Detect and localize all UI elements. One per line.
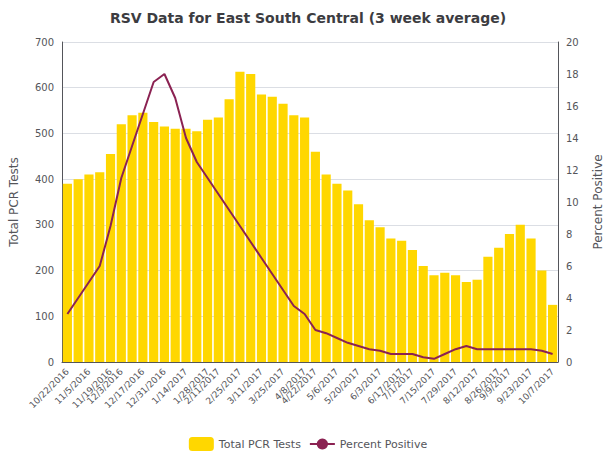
svg-text:2/11/2017: 2/11/2017 (182, 366, 222, 407)
svg-text:200: 200 (35, 265, 54, 276)
svg-text:3/11/2017: 3/11/2017 (225, 366, 265, 407)
svg-text:14: 14 (566, 133, 579, 144)
svg-text:700: 700 (35, 37, 54, 48)
svg-text:6: 6 (566, 261, 572, 272)
svg-text:500: 500 (35, 128, 54, 139)
svg-text:300: 300 (35, 219, 54, 230)
svg-text:Total PCR Tests: Total PCR Tests (218, 438, 301, 451)
svg-text:Percent Positive: Percent Positive (340, 438, 428, 451)
svg-text:RSV Data for East South Centra: RSV Data for East South Central (3 week … (110, 10, 506, 26)
svg-text:20: 20 (566, 37, 579, 48)
svg-text:11/5/2016: 11/5/2016 (52, 366, 93, 407)
svg-text:18: 18 (566, 69, 579, 80)
svg-text:8: 8 (566, 229, 572, 240)
svg-text:Percent Positive: Percent Positive (591, 154, 605, 249)
svg-text:2: 2 (566, 325, 572, 336)
svg-text:10/7/2017: 10/7/2017 (516, 366, 556, 406)
svg-text:100: 100 (35, 311, 54, 322)
svg-text:4/22/2017: 4/22/2017 (279, 366, 319, 407)
svg-text:5/20/2017: 5/20/2017 (322, 366, 363, 407)
svg-text:5/6/2017: 5/6/2017 (304, 366, 341, 403)
svg-text:Total PCR Tests: Total PCR Tests (7, 157, 21, 248)
svg-text:12/17/2016: 12/17/2016 (102, 366, 147, 411)
svg-text:7/1/2017: 7/1/2017 (380, 366, 416, 403)
svg-text:11/19/2016: 11/19/2016 (70, 366, 115, 411)
svg-text:6/3/2017: 6/3/2017 (348, 366, 384, 403)
svg-text:8/26/2017: 8/26/2017 (462, 366, 503, 407)
svg-text:600: 600 (35, 82, 54, 93)
svg-text:10/22/2016: 10/22/2016 (27, 366, 71, 411)
svg-text:4: 4 (566, 293, 572, 304)
svg-text:16: 16 (566, 101, 579, 112)
svg-text:1/14/2017: 1/14/2017 (149, 366, 190, 407)
svg-text:7/15/2017: 7/15/2017 (397, 366, 438, 407)
svg-text:400: 400 (35, 174, 54, 185)
svg-text:6/17/2017: 6/17/2017 (365, 366, 406, 407)
svg-text:12/3/2016: 12/3/2016 (85, 366, 125, 407)
svg-text:12/31/2016: 12/31/2016 (124, 366, 168, 411)
svg-text:12: 12 (566, 165, 579, 176)
svg-text:4/8/2017: 4/8/2017 (272, 366, 309, 403)
svg-text:8/12/2017: 8/12/2017 (441, 366, 481, 407)
svg-text:1/28/2017: 1/28/2017 (171, 366, 212, 407)
svg-text:2/25/2017: 2/25/2017 (203, 366, 244, 407)
svg-text:3/25/2017: 3/25/2017 (246, 366, 287, 407)
svg-text:0: 0 (566, 357, 572, 368)
svg-text:0: 0 (48, 357, 54, 368)
svg-text:9/23/2017: 9/23/2017 (494, 366, 535, 407)
svg-text:10: 10 (566, 197, 579, 208)
svg-text:7/29/2017: 7/29/2017 (419, 366, 460, 407)
svg-text:9/9/2017: 9/9/2017 (477, 366, 513, 403)
